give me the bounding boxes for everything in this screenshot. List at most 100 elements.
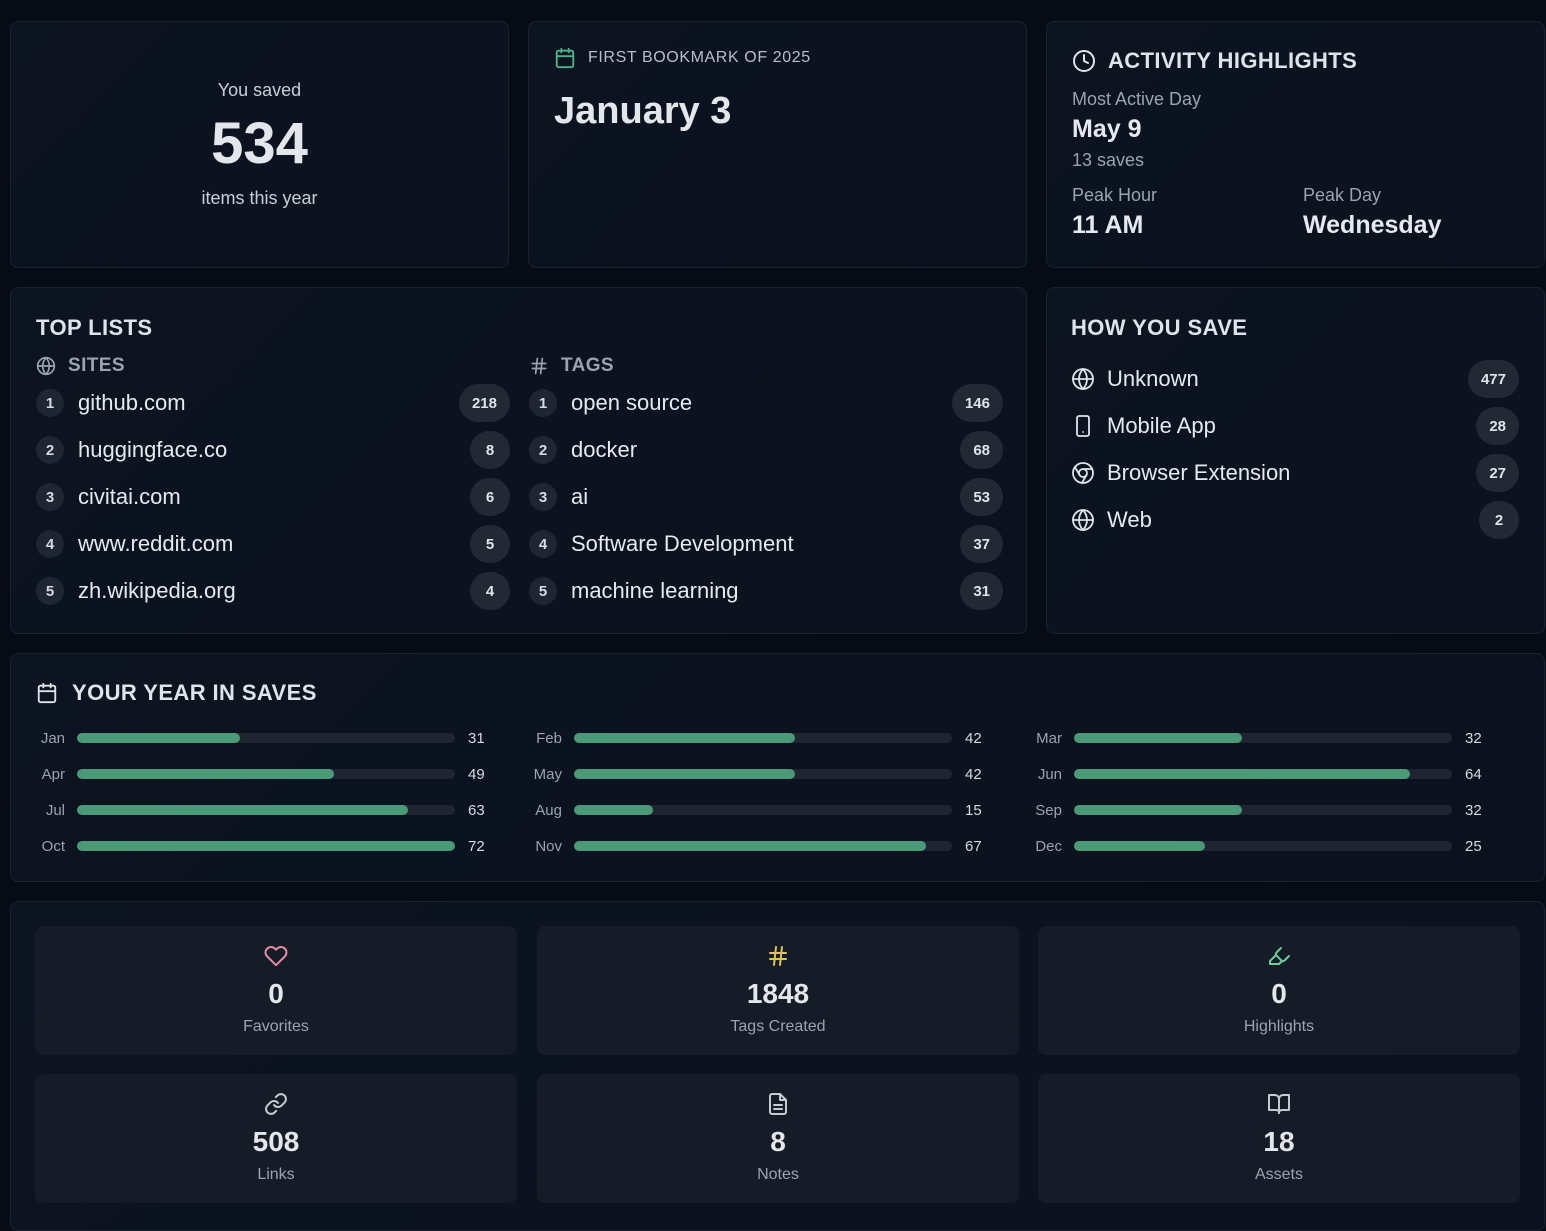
hash-icon	[529, 356, 549, 376]
tag-name: machine learning	[571, 578, 739, 603]
stat-value: 1848	[746, 978, 810, 1009]
month-value: 42	[965, 729, 982, 747]
month-bar-fill	[1074, 805, 1242, 815]
month-label: Jan	[40, 729, 65, 747]
count-badge: 31	[960, 572, 1003, 610]
stat-label: Tags Created	[730, 1018, 826, 1035]
site-name: github.com	[78, 390, 186, 415]
stat-value: 18	[1263, 1126, 1295, 1157]
stat-label: Notes	[757, 1166, 799, 1183]
month-row-mar: Mar 32	[1008, 728, 1482, 748]
site-item[interactable]: 2 huggingface.co 8	[36, 431, 510, 469]
month-row-oct: Oct 72	[11, 836, 485, 856]
month-bar-track	[574, 769, 952, 779]
stat-value: 8	[770, 1126, 786, 1157]
save-source-name: Web	[1107, 507, 1152, 532]
site-item[interactable]: 5 zh.wikipedia.org 4	[36, 572, 510, 610]
year-in-saves-card: YOUR YEAR IN SAVES Jan 31 Feb 42 Mar 32 Apr 49 M…	[10, 653, 1545, 882]
save-source-name: Mobile App	[1107, 413, 1216, 438]
stat-assets: 18 Assets	[1038, 1074, 1520, 1203]
sites-title: SITES	[68, 355, 125, 376]
month-value: 72	[468, 837, 485, 855]
month-bar-fill	[1074, 769, 1410, 779]
tag-item[interactable]: 1 open source 146	[529, 384, 1003, 422]
note-icon	[537, 1092, 1019, 1116]
month-row-jun: Jun 64	[1008, 764, 1482, 784]
month-value: 49	[468, 765, 485, 783]
tag-name: open source	[571, 390, 693, 415]
month-bar-fill	[574, 733, 795, 743]
year-title: YOUR YEAR IN SAVES	[72, 680, 317, 705]
rank-badge: 4	[36, 530, 64, 558]
peak-day-label: Peak Day	[1303, 185, 1382, 205]
chrome-icon	[1071, 461, 1095, 485]
site-name: civitai.com	[78, 484, 181, 509]
month-bar-track	[1074, 733, 1452, 743]
site-name: huggingface.co	[78, 437, 228, 462]
heart-icon	[35, 944, 517, 968]
rank-badge: 3	[36, 483, 64, 511]
tags-title: TAGS	[561, 355, 614, 376]
month-value: 42	[965, 765, 982, 783]
month-bar-track	[1074, 805, 1452, 815]
rank-badge: 1	[36, 389, 64, 417]
most-active-saves: 13 saves	[1072, 150, 1145, 170]
save-source-item: Unknown 477	[1071, 360, 1519, 398]
site-item[interactable]: 1 github.com 218	[36, 384, 510, 422]
rank-badge: 5	[529, 577, 557, 605]
tag-item[interactable]: 2 docker 68	[529, 431, 1003, 469]
peak-hour-label: Peak Hour	[1072, 185, 1158, 205]
tag-item[interactable]: 3 ai 53	[529, 478, 1003, 516]
site-item[interactable]: 3 civitai.com 6	[36, 478, 510, 516]
activity-title: ACTIVITY HIGHLIGHTS	[1108, 48, 1358, 73]
month-label: Apr	[41, 765, 65, 783]
month-label: Oct	[41, 837, 65, 855]
count-badge: 53	[960, 478, 1003, 516]
saved-suffix: items this year	[201, 188, 318, 208]
stat-label: Assets	[1254, 1166, 1303, 1183]
month-bar-track	[574, 733, 952, 743]
month-bar-track	[574, 805, 952, 815]
stat-links: 508 Links	[35, 1074, 517, 1203]
month-label: May	[533, 765, 562, 783]
month-row-sep: Sep 32	[1008, 800, 1482, 820]
month-label: Nov	[535, 837, 562, 855]
count-badge: 27	[1476, 454, 1519, 492]
peak-hour-value: 11 AM	[1072, 211, 1144, 239]
site-item[interactable]: 4 www.reddit.com 5	[36, 525, 510, 563]
smartphone-icon	[1071, 414, 1095, 438]
how-you-save-title: HOW YOU SAVE	[1071, 315, 1248, 340]
month-bar-track	[77, 805, 455, 815]
month-value: 63	[468, 801, 485, 819]
month-row-apr: Apr 49	[11, 764, 485, 784]
month-bar-fill	[1074, 841, 1206, 851]
tag-item[interactable]: 5 machine learning 31	[529, 572, 1003, 610]
count-badge: 68	[960, 431, 1003, 469]
stat-notes: 8 Notes	[537, 1074, 1019, 1203]
tag-name: ai	[571, 484, 589, 509]
month-label: Sep	[1035, 801, 1062, 819]
activity-highlights-card: ACTIVITY HIGHLIGHTS Most Active Day May …	[1046, 21, 1545, 268]
stat-value: 508	[252, 1126, 300, 1157]
month-value: 32	[1465, 801, 1482, 819]
stat-value: 0	[1271, 978, 1287, 1009]
month-bar-fill	[1074, 733, 1242, 743]
count-badge: 28	[1476, 407, 1519, 445]
stat-label: Highlights	[1243, 1018, 1315, 1035]
tag-name: Software Development	[571, 531, 794, 556]
month-bar-fill	[77, 805, 408, 815]
save-source-item: Browser Extension 27	[1071, 454, 1519, 492]
month-bar-track	[77, 733, 455, 743]
count-badge: 37	[960, 525, 1003, 563]
month-label: Feb	[536, 729, 562, 747]
month-row-nov: Nov 67	[508, 836, 981, 856]
book-icon	[1038, 1092, 1520, 1116]
globe-icon	[1071, 508, 1095, 532]
rank-badge: 2	[36, 436, 64, 464]
tag-item[interactable]: 4 Software Development 37	[529, 525, 1003, 563]
how-you-save-card: HOW YOU SAVE Unknown 477 Mobile App 28 B…	[1046, 287, 1545, 634]
stat-tags-created: 1848 Tags Created	[537, 926, 1019, 1055]
clock-icon	[1072, 49, 1096, 73]
month-label: Aug	[535, 801, 562, 819]
month-value: 64	[1465, 765, 1482, 783]
